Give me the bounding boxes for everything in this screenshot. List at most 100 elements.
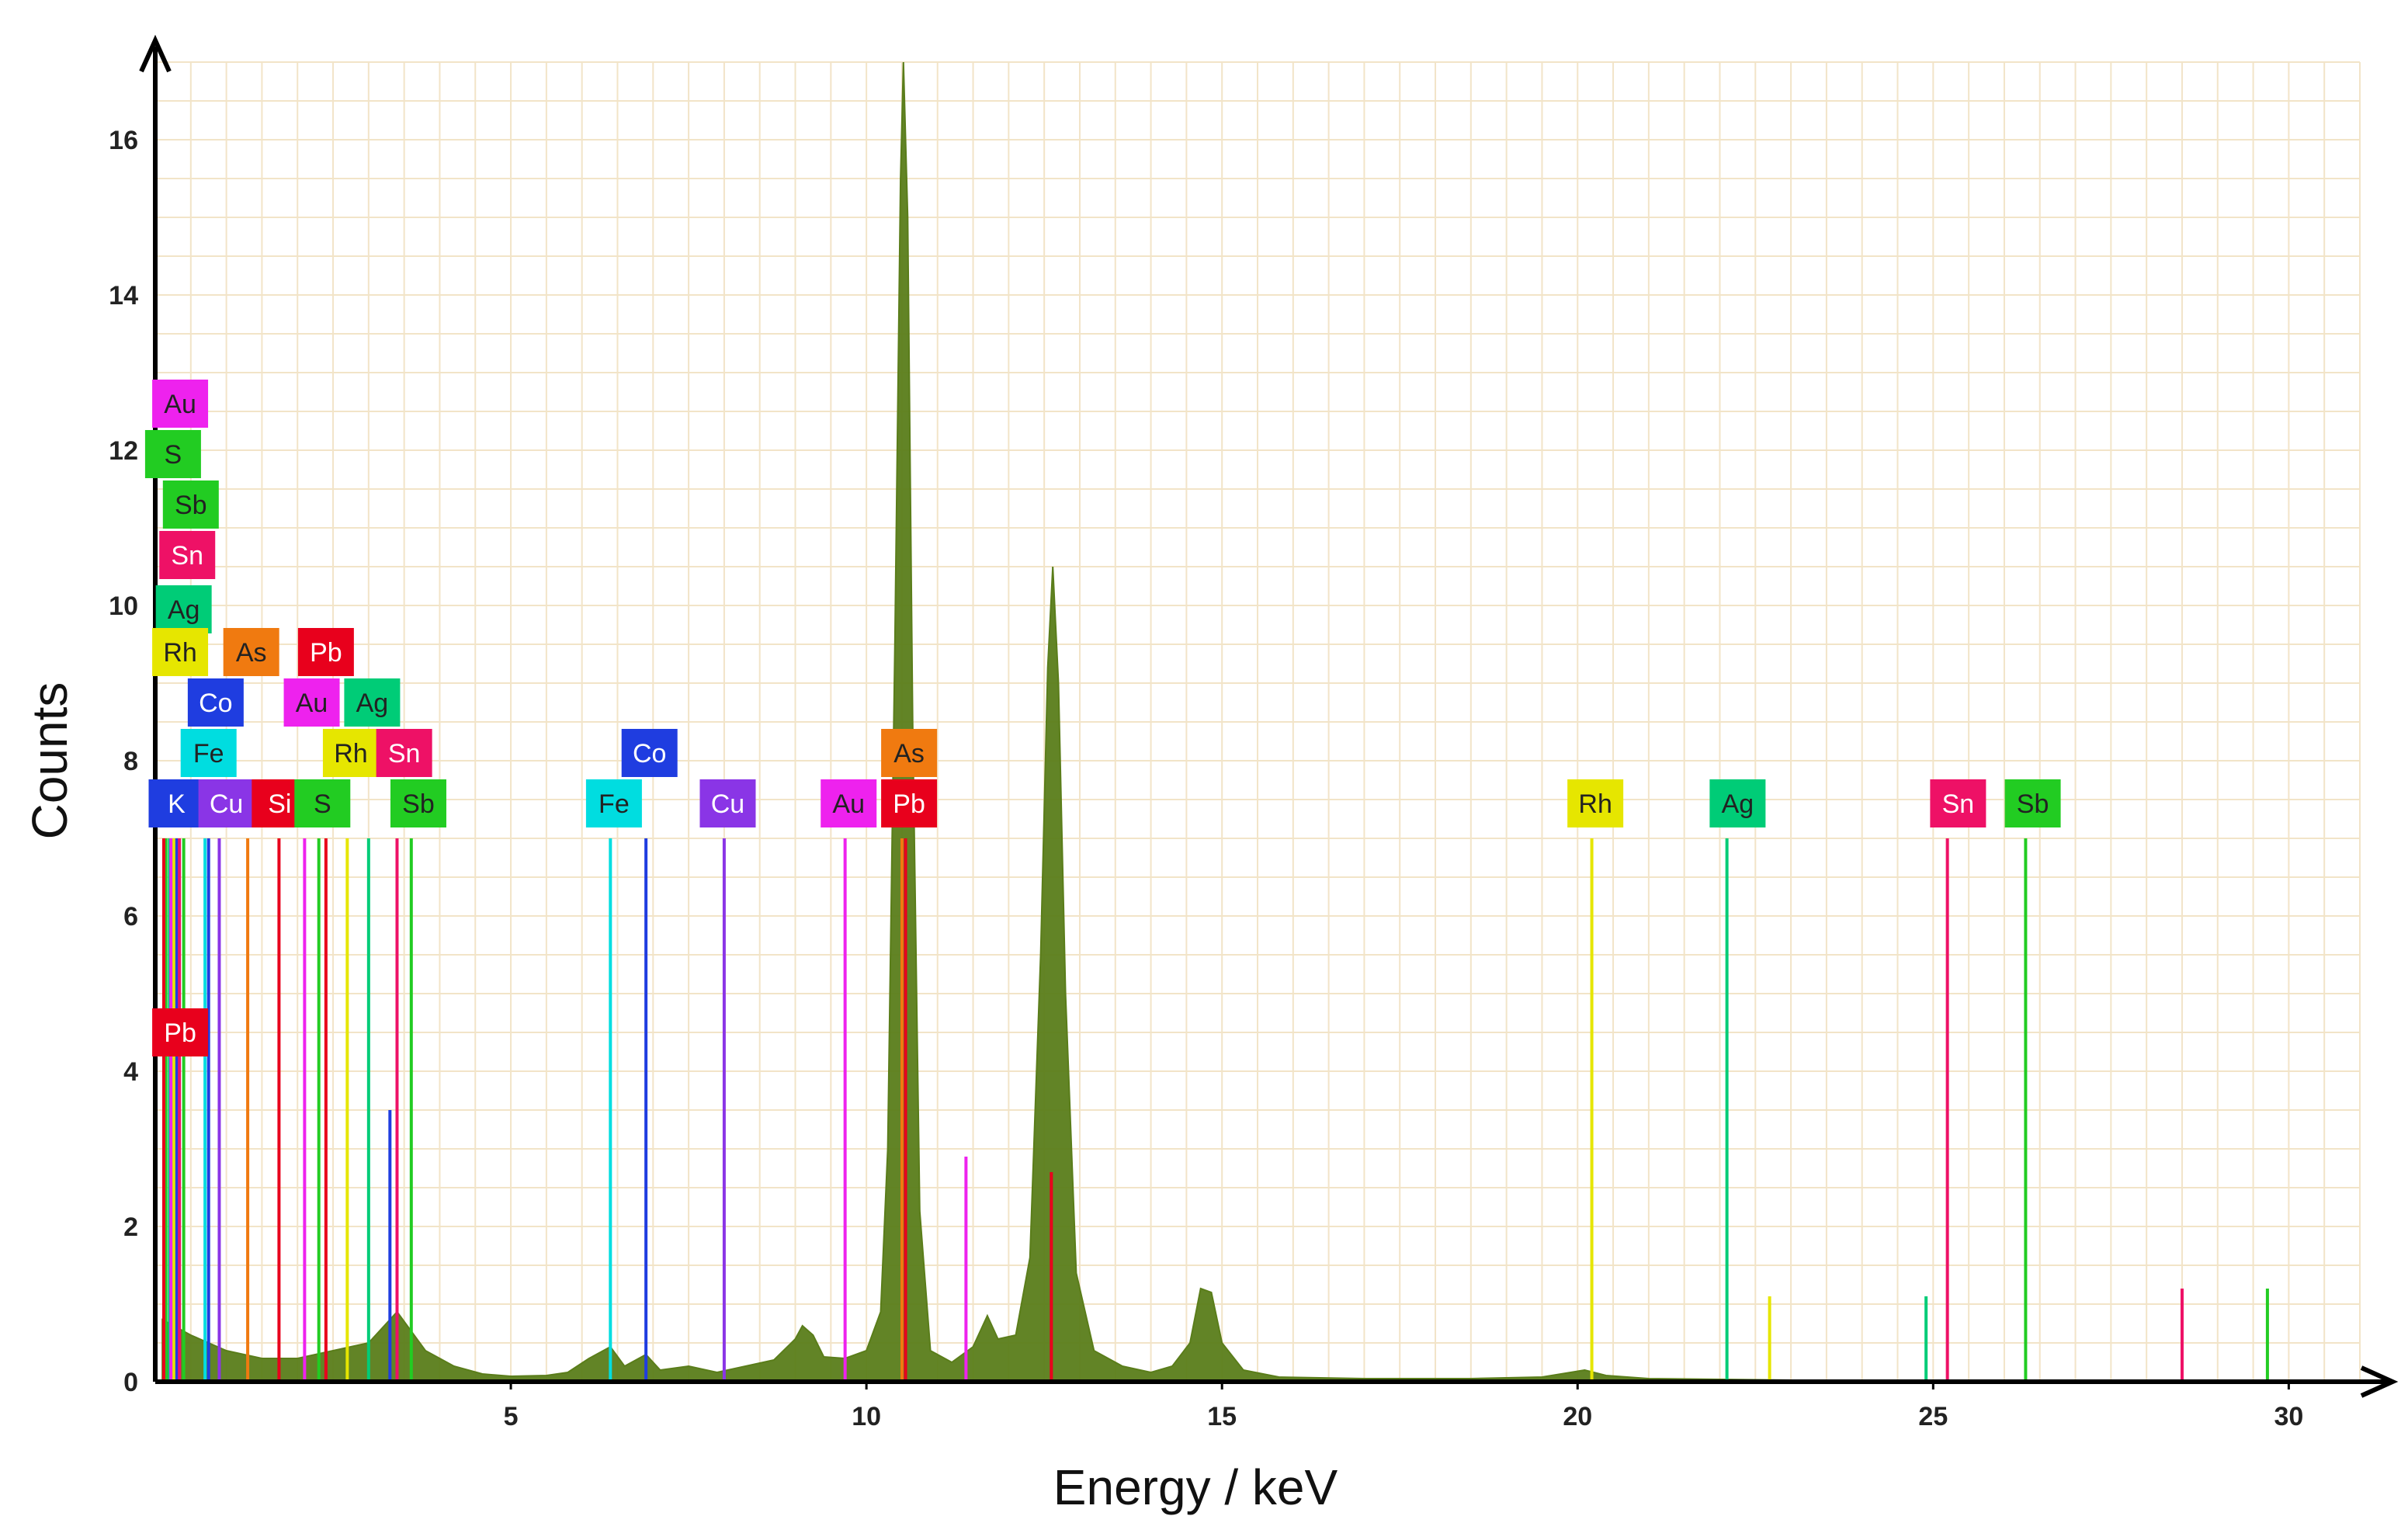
- label-box: [152, 628, 209, 676]
- label-box: [621, 729, 678, 777]
- y-tick-label: 8: [123, 747, 138, 776]
- y-tick-label: 2: [123, 1213, 138, 1242]
- label-text: K: [168, 789, 186, 819]
- y-axis-arrow-icon: [139, 34, 172, 73]
- label-text: As: [236, 638, 267, 668]
- element-label-as: As: [881, 729, 938, 777]
- y-tick-label: 4: [123, 1057, 138, 1087]
- label-box: [1930, 779, 1986, 827]
- element-label-ag: Ag: [344, 678, 401, 727]
- element-label-pb: Pb: [152, 1008, 209, 1056]
- y-tick-label: 14: [109, 281, 138, 310]
- grid: [155, 61, 2361, 1382]
- y-axis-title: Counts: [22, 682, 78, 840]
- label-text: S: [165, 440, 182, 470]
- label-box: [881, 729, 938, 777]
- x-tick-label: 15: [1207, 1402, 1237, 1431]
- label-text: Sn: [388, 739, 421, 768]
- x-axis-arrow-icon: [2360, 1365, 2399, 1398]
- spectrum-area: [161, 61, 2326, 1382]
- label-box: [223, 628, 279, 676]
- label-text: Pb: [893, 789, 925, 819]
- element-label-pb: Pb: [297, 628, 354, 676]
- label-text: Pb: [164, 1018, 196, 1048]
- element-label-rh: Rh: [322, 729, 379, 777]
- y-tick-label: 10: [109, 592, 138, 621]
- label-box: [152, 380, 209, 428]
- axes: [139, 34, 2399, 1398]
- label-text: Co: [199, 689, 232, 718]
- label-text: Co: [633, 739, 666, 768]
- label-box: [162, 480, 219, 529]
- element-label-ag: Ag: [1709, 779, 1766, 827]
- label-box: [2004, 779, 2061, 827]
- element-label-cu: Cu: [699, 779, 756, 827]
- y-tick-label: 6: [123, 902, 138, 931]
- label-text: Pb: [310, 638, 342, 668]
- x-tick-label: 5: [504, 1402, 519, 1431]
- label-box: [187, 678, 244, 727]
- element-label-co: Co: [621, 729, 678, 777]
- element-label-as: As: [223, 628, 279, 676]
- label-text: Au: [296, 689, 328, 718]
- element-label-k: K: [148, 779, 205, 827]
- element-label-sb: Sb: [162, 480, 219, 529]
- label-box: [148, 779, 205, 827]
- label-text: Rh: [1578, 789, 1612, 819]
- element-lines: [161, 838, 2269, 1382]
- element-label-co: Co: [187, 678, 244, 727]
- label-text: Rh: [334, 739, 367, 768]
- tick-labels: 5 10 15 20 25 30 0 2 4 6 8 10 12 14 16: [109, 126, 2303, 1431]
- label-box: [322, 729, 379, 777]
- label-box: [159, 531, 216, 579]
- y-tick-label: 0: [123, 1368, 138, 1397]
- label-text: Ag: [1722, 789, 1754, 819]
- label-text: Sb: [175, 491, 207, 520]
- label-box: [699, 779, 756, 827]
- label-box: [1709, 779, 1766, 827]
- label-box: [297, 628, 354, 676]
- y-tick-label: 16: [109, 126, 138, 155]
- x-tick-label: 20: [1563, 1402, 1592, 1431]
- label-box: [881, 779, 938, 827]
- label-text: As: [893, 739, 925, 768]
- element-label-s: S: [144, 430, 201, 478]
- element-label-s: S: [294, 779, 351, 827]
- label-box: [376, 729, 432, 777]
- label-text: Ag: [356, 689, 389, 718]
- element-label-fe: Fe: [585, 779, 642, 827]
- label-box: [198, 779, 255, 827]
- label-box: [294, 779, 351, 827]
- label-box: [344, 678, 401, 727]
- label-box: [821, 779, 877, 827]
- x-tick-label: 30: [2274, 1402, 2303, 1431]
- label-text: Au: [832, 789, 865, 819]
- element-label-pb: Pb: [881, 779, 938, 827]
- label-box: [390, 779, 446, 827]
- label-text: Sn: [1942, 789, 1975, 819]
- label-text: Sb: [402, 789, 435, 819]
- element-label-sb: Sb: [2004, 779, 2061, 827]
- element-label-au: Au: [152, 380, 209, 428]
- x-tick-label: 25: [1918, 1402, 1948, 1431]
- spectrum-series: [161, 61, 2326, 1382]
- element-label-rh: Rh: [1567, 779, 1624, 827]
- label-text: Si: [268, 789, 291, 819]
- label-text: Au: [164, 390, 196, 419]
- element-label-sn: Sn: [159, 531, 216, 579]
- label-box: [1567, 779, 1624, 827]
- label-box: [585, 779, 642, 827]
- label-text: Sn: [171, 541, 203, 571]
- label-box: [180, 729, 237, 777]
- label-text: Sb: [2017, 789, 2049, 819]
- element-label-rh: Rh: [152, 628, 209, 676]
- label-text: Cu: [210, 789, 243, 819]
- x-axis-title: Energy / keV: [1053, 1459, 1338, 1515]
- label-box: [283, 678, 340, 727]
- y-tick-label: 12: [109, 436, 138, 466]
- element-label-fe: Fe: [180, 729, 237, 777]
- label-text: Fe: [599, 789, 630, 819]
